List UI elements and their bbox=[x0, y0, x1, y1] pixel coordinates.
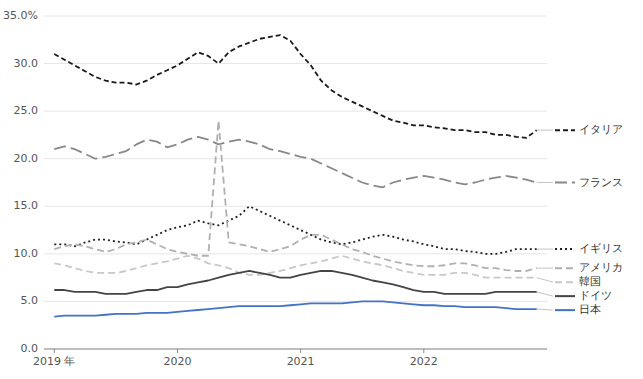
leader-line bbox=[537, 249, 553, 250]
grid-line bbox=[44, 63, 547, 64]
legend-swatch bbox=[555, 309, 575, 311]
legend-swatch bbox=[555, 295, 575, 297]
y-grid: 0.0 5.0 10.0 15.0 20.0 25.0 30.0 35.0% bbox=[3, 9, 547, 355]
x-tick-label: 2022 bbox=[410, 355, 438, 368]
x-tick bbox=[423, 349, 424, 353]
legend-label: 日本 bbox=[579, 303, 601, 316]
legend-label: フランス bbox=[579, 176, 623, 189]
grid-line bbox=[44, 16, 547, 17]
y-tick-label: 15.0 bbox=[14, 199, 39, 212]
legend-label: 韓国 bbox=[579, 275, 601, 288]
y-tick-label: 20.0 bbox=[14, 152, 39, 165]
series-line bbox=[54, 206, 536, 254]
x-tick bbox=[54, 349, 55, 353]
grid-line bbox=[44, 111, 547, 112]
x-tick-label: 2021 bbox=[287, 355, 315, 368]
legend-label: イギリス bbox=[579, 242, 623, 255]
leader-line bbox=[537, 182, 553, 183]
leader-line bbox=[537, 268, 553, 269]
grid-line bbox=[44, 158, 547, 159]
series-line bbox=[54, 271, 536, 294]
legend-label: アメリカ bbox=[579, 261, 623, 274]
y-tick-label: 30.0 bbox=[14, 57, 39, 70]
y-tick-label: 25.0 bbox=[14, 104, 39, 117]
x-tick bbox=[300, 349, 301, 353]
y-tick-label: 10.0 bbox=[14, 247, 39, 260]
x-tick-label: 2019 年 bbox=[33, 355, 76, 368]
page: {"chart_data": { "type": "line", "catego… bbox=[0, 0, 643, 379]
x-axis-line bbox=[44, 349, 547, 350]
series-line bbox=[54, 121, 536, 271]
grid-line bbox=[44, 253, 547, 254]
chart: 0.0 5.0 10.0 15.0 20.0 25.0 30.0 35.0% 2019 年 202… bbox=[0, 0, 643, 379]
leader-line bbox=[537, 278, 553, 282]
y-tick-label: 35.0% bbox=[3, 9, 38, 22]
legend: イタリアフランスイギリスアメリカ韓国ドイツ日本 bbox=[537, 123, 623, 316]
series-line bbox=[54, 256, 536, 278]
x-tick bbox=[177, 349, 178, 353]
leader-line bbox=[537, 292, 553, 296]
lines bbox=[54, 35, 536, 317]
leader-line bbox=[537, 130, 553, 131]
series-line bbox=[54, 301, 536, 316]
grid-line bbox=[44, 301, 547, 302]
x-axis: 2019 年 2020 2021 2022 bbox=[33, 349, 547, 368]
legend-swatch bbox=[555, 267, 575, 269]
y-tick-label: 0.0 bbox=[21, 342, 39, 355]
leader-line bbox=[537, 309, 553, 310]
legend-label: イタリア bbox=[579, 123, 623, 136]
legend-label: ドイツ bbox=[579, 289, 612, 302]
series-line bbox=[54, 35, 536, 138]
series-line bbox=[54, 137, 536, 187]
grid-line bbox=[44, 349, 547, 350]
legend-swatch bbox=[555, 129, 575, 131]
legend-swatch bbox=[555, 248, 575, 250]
legend-swatch bbox=[555, 182, 575, 184]
grid-line bbox=[44, 206, 547, 207]
y-tick-label: 5.0 bbox=[21, 294, 39, 307]
x-tick-label: 2020 bbox=[163, 355, 191, 368]
legend-swatch bbox=[555, 281, 575, 283]
